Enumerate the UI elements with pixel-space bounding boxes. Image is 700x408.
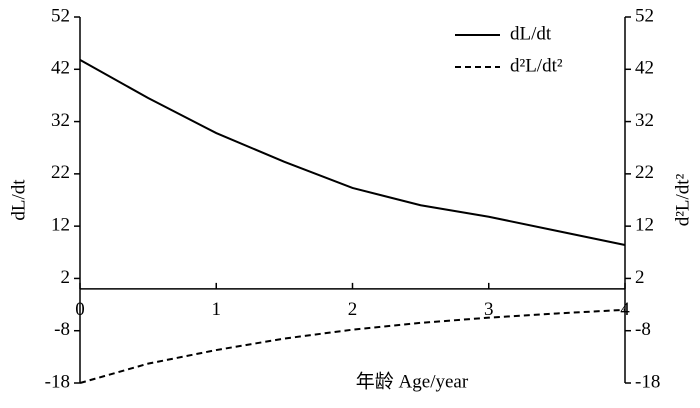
y-tick-label: -8 [54,319,70,340]
y-tick-label: 2 [61,267,71,288]
y2-tick-label: 22 [635,162,654,183]
x-tick-label: 0 [75,299,85,320]
y2-tick-label: 2 [635,267,645,288]
y-tick-label: 52 [51,5,70,26]
y-tick-label: 12 [51,215,70,236]
y2-tick-label: 52 [635,5,654,26]
legend-label: d²L/dt² [510,55,563,76]
legend-label: dL/dt [510,23,552,44]
y2-tick-label: 42 [635,58,654,79]
y-tick-label: 22 [51,162,70,183]
y-tick-label: -18 [45,371,70,392]
x-tick-label: 1 [212,299,222,320]
series-line [79,59,626,246]
x-tick-label: 2 [348,299,358,320]
y2-tick-label: 32 [635,110,654,131]
x-axis-label: 年龄 Age/year [356,370,469,392]
y2-tick-label: 12 [635,215,654,236]
y2-tick-label: -8 [635,319,651,340]
y-tick-label: 42 [51,58,70,79]
y2-tick-label: -18 [635,371,660,392]
x-tick-label: 4 [620,299,630,320]
series-line [79,308,626,384]
y-tick-label: 32 [51,110,70,131]
y2-axis-label: d²L/dt² [672,173,693,226]
y-axis-label: dL/dt [8,179,29,221]
x-tick-label: 3 [484,299,494,320]
